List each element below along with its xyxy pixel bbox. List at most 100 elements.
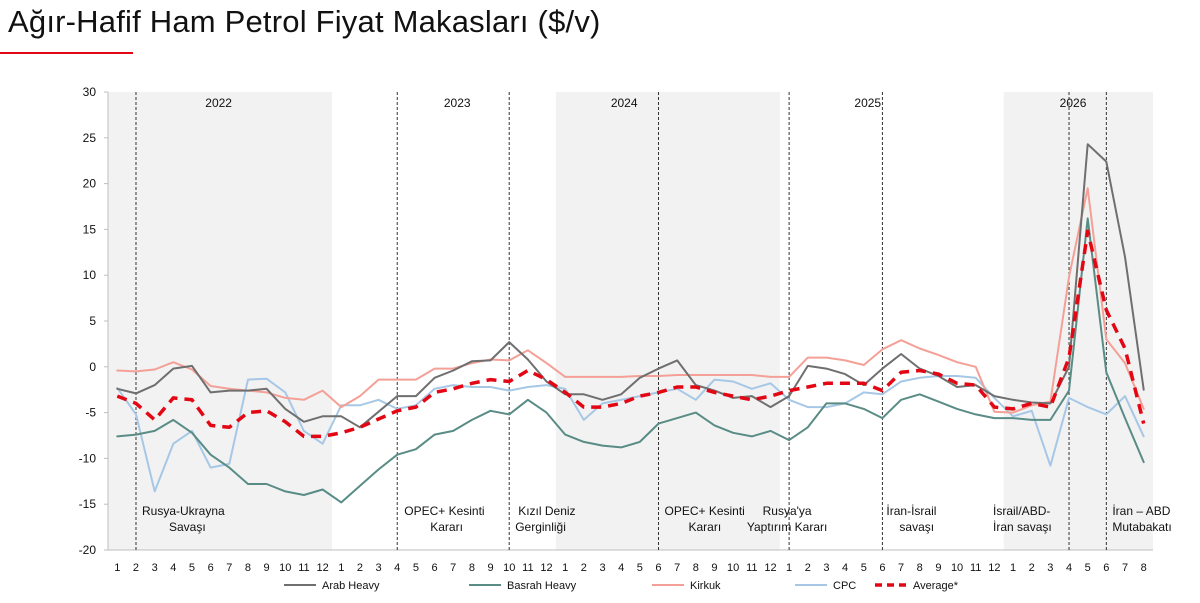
x-tick-label: 3 <box>152 562 158 574</box>
x-tick-label: 9 <box>935 562 941 574</box>
x-tick-label: 3 <box>376 562 382 574</box>
x-tick-label: 12 <box>540 562 552 574</box>
x-tick-label: 7 <box>898 562 904 574</box>
event-label-line2: Gerginliği <box>515 520 566 534</box>
x-tick-label: 8 <box>917 562 923 574</box>
x-tick-label: 1 <box>562 562 568 574</box>
x-tick-label: 10 <box>279 562 291 574</box>
event-label-line2: Kararı <box>430 520 463 534</box>
x-tick-label: 11 <box>298 562 309 574</box>
page-title: Ağır-Hafif Ham Petrol Fiyat Makasları ($… <box>8 4 601 39</box>
x-tick-label: 2 <box>1029 562 1035 574</box>
event-label-line2: savaşı <box>899 520 934 534</box>
x-tick-label: 4 <box>170 562 176 574</box>
x-tick-label: 7 <box>1122 562 1128 574</box>
x-tick-label: 2 <box>357 562 363 574</box>
series-line-average <box>116 229 1146 439</box>
x-tick-label: 6 <box>432 562 438 574</box>
x-tick-label: 1 <box>786 562 792 574</box>
y-tick-label: 30 <box>83 85 97 99</box>
x-tick-label: 7 <box>450 562 456 574</box>
y-tick-label: -20 <box>79 543 97 557</box>
x-tick-label: 4 <box>842 562 848 574</box>
x-tick-label: 6 <box>879 562 885 574</box>
x-tick-label: 2 <box>133 562 139 574</box>
x-tick-label: 8 <box>693 562 699 574</box>
legend-label: Kirkuk <box>690 580 721 592</box>
x-tick-label: 1 <box>114 562 120 574</box>
legend-label: Basrah Heavy <box>507 580 577 592</box>
series-line-basrah-heavy <box>116 217 1145 504</box>
legend-label: CPC <box>833 580 856 592</box>
y-tick-label: 10 <box>83 268 97 282</box>
x-tick-label: 10 <box>727 562 739 574</box>
title-underline <box>0 52 133 54</box>
y-tick-label: 25 <box>83 131 97 145</box>
x-tick-label: 11 <box>522 562 533 574</box>
year-label: 2026 <box>1060 96 1087 110</box>
x-tick-label: 1 <box>338 562 344 574</box>
event-label-line2: İran savaşı <box>993 520 1052 534</box>
x-tick-label: 10 <box>503 562 515 574</box>
x-tick-label: 4 <box>1066 562 1072 574</box>
x-tick-label: 5 <box>413 562 419 574</box>
x-tick-label: 7 <box>674 562 680 574</box>
x-tick-label: 10 <box>951 562 963 574</box>
event-label-line1: OPEC+ Kesinti <box>664 504 744 518</box>
x-tick-label: 12 <box>316 562 328 574</box>
x-tick-label: 3 <box>599 562 605 574</box>
series-line-kirkuk <box>116 187 1145 414</box>
event-label-line2: Mutabakatı <box>1112 520 1171 534</box>
event-label-line1: OPEC+ Kesinti <box>404 504 484 518</box>
event-label-line1: İsrail/ABD- <box>993 504 1050 518</box>
x-tick-label: 5 <box>189 562 195 574</box>
x-tick-label: 3 <box>823 562 829 574</box>
x-tick-label: 7 <box>226 562 232 574</box>
year-band-2024 <box>555 92 780 550</box>
x-tick-label: 2 <box>805 562 811 574</box>
x-tick-label: 12 <box>764 562 776 574</box>
year-label: 2022 <box>205 96 232 110</box>
year-label: 2025 <box>854 96 881 110</box>
x-tick-label: 12 <box>988 562 1000 574</box>
event-label-line1: Rusya-Ukrayna <box>142 504 225 518</box>
y-tick-label: 5 <box>89 314 96 328</box>
legend-label: Average* <box>913 580 959 592</box>
x-tick-label: 8 <box>1141 562 1147 574</box>
x-tick-label: 9 <box>711 562 717 574</box>
y-tick-label: 20 <box>83 177 97 191</box>
event-label-line1: İran – ABD <box>1112 504 1170 518</box>
event-label-line1: Rusya'ya <box>763 504 812 518</box>
x-tick-label: 11 <box>970 562 981 574</box>
event-label-line2: Kararı <box>688 520 721 534</box>
x-tick-label: 6 <box>1103 562 1109 574</box>
x-tick-label: 2 <box>581 562 587 574</box>
x-tick-label: 5 <box>1085 562 1091 574</box>
x-tick-label: 11 <box>746 562 757 574</box>
x-tick-label: 3 <box>1047 562 1053 574</box>
y-tick-label: -15 <box>79 497 97 511</box>
year-label: 2024 <box>611 96 638 110</box>
x-tick-label: 9 <box>264 562 270 574</box>
x-tick-label: 8 <box>469 562 475 574</box>
event-label-line2: Yaptırım Kararı <box>747 520 827 534</box>
x-tick-label: 4 <box>618 562 624 574</box>
event-label-line1: Kızıl Deniz <box>518 504 575 518</box>
year-band-2022 <box>108 92 332 550</box>
x-tick-label: 8 <box>245 562 251 574</box>
event-label-line2: Savaşı <box>169 520 206 534</box>
x-tick-label: 6 <box>208 562 214 574</box>
y-tick-label: -5 <box>85 406 96 420</box>
y-tick-label: -10 <box>79 451 97 465</box>
y-tick-label: 15 <box>83 222 97 236</box>
event-label-line1: İran-İsrail <box>886 504 936 518</box>
year-label: 2023 <box>444 96 471 110</box>
x-tick-label: 4 <box>394 562 400 574</box>
year-band-2026 <box>1003 92 1153 550</box>
x-tick-label: 1 <box>1010 562 1016 574</box>
x-tick-label: 9 <box>487 562 493 574</box>
x-tick-label: 5 <box>861 562 867 574</box>
y-tick-label: 0 <box>89 360 96 374</box>
legend-label: Arab Heavy <box>322 580 380 592</box>
